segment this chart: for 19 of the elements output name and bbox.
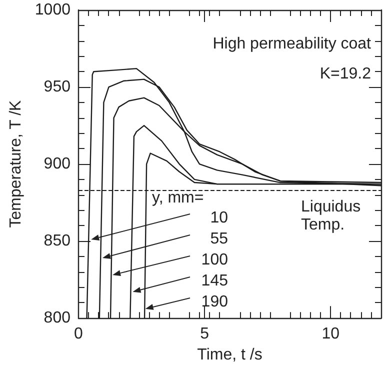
x-tick-label: 10 (322, 326, 340, 343)
annotation: 145 (201, 272, 228, 290)
x-tick-label: 5 (200, 326, 210, 343)
y-axis-title: Temperature, T /K (8, 100, 24, 228)
y-tick-label: 1000 (34, 2, 71, 18)
annotation: 55 (210, 230, 228, 248)
annotation: 100 (201, 252, 228, 268)
x-axis-title: Time, t /s (197, 346, 262, 364)
x-tick-label: 0 (74, 326, 84, 343)
annotation: 10 (210, 210, 228, 226)
y-tick-label: 950 (44, 78, 71, 96)
annotation: 190 (201, 294, 228, 310)
annotation: K=19.2 (320, 66, 372, 82)
y-tick-label: 800 (44, 310, 71, 327)
y-tick-label: 900 (44, 156, 71, 173)
annotation: y, mm= (152, 190, 204, 206)
legend-label: Liquidus Temp. (301, 198, 361, 234)
y-tick-label: 850 (44, 232, 71, 250)
annotation: High permeability coat (212, 36, 372, 52)
